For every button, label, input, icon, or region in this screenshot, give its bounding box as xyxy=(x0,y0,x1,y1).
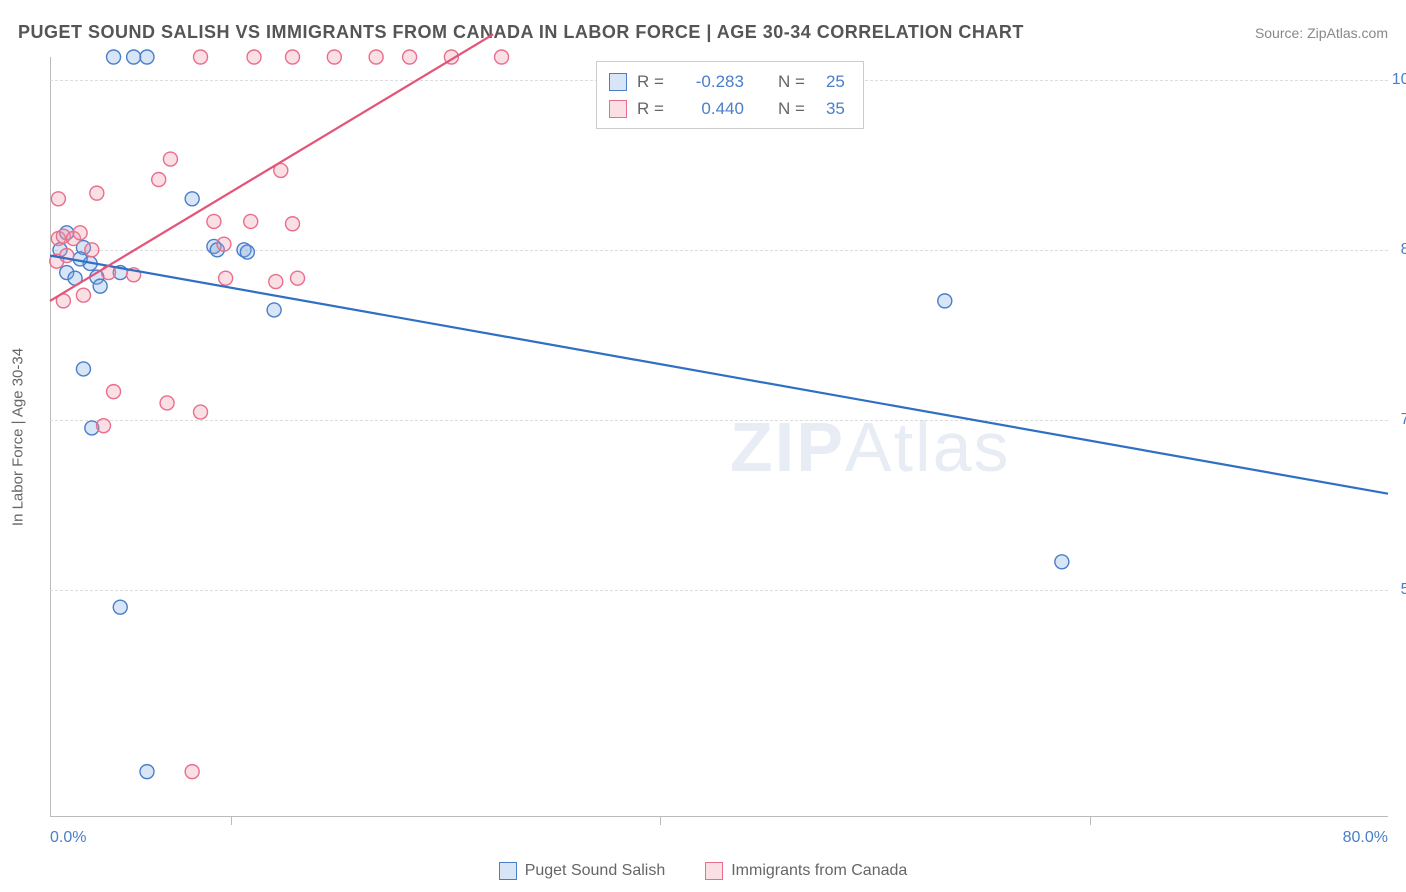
n-label: N = xyxy=(778,95,805,122)
scatter-point-salish xyxy=(93,279,107,293)
r-value: -0.283 xyxy=(674,68,744,95)
scatter-point-salish xyxy=(107,50,121,64)
scatter-point-canada xyxy=(152,173,166,187)
correlation-legend-row: R = -0.283 N = 25 xyxy=(609,68,845,95)
scatter-point-canada xyxy=(495,50,509,64)
x-tick-label: 80.0% xyxy=(1343,829,1388,847)
scatter-point-salish xyxy=(185,192,199,206)
scatter-point-canada xyxy=(244,214,258,228)
scatter-point-canada xyxy=(286,217,300,231)
n-label: N = xyxy=(778,68,805,95)
scatter-point-salish xyxy=(127,50,141,64)
y-tick-label: 100.0% xyxy=(1392,71,1406,89)
scatter-point-canada xyxy=(85,243,99,257)
legend-label: Immigrants from Canada xyxy=(731,862,907,880)
scatter-point-canada xyxy=(207,214,221,228)
scatter-point-salish xyxy=(113,600,127,614)
y-tick-label: 55.0% xyxy=(1401,581,1406,599)
scatter-point-canada xyxy=(51,192,65,206)
chart-svg xyxy=(50,57,1388,817)
r-label: R = xyxy=(637,68,664,95)
trend-line-canada xyxy=(50,34,493,301)
scatter-point-salish xyxy=(140,765,154,779)
scatter-point-canada xyxy=(194,50,208,64)
plot-area: R =-0.283N =25R =0.440N =35 ZIPAtlas 55.… xyxy=(50,57,1388,817)
scatter-point-salish xyxy=(240,245,254,259)
x-tick-mark xyxy=(660,817,661,825)
scatter-point-salish xyxy=(938,294,952,308)
scatter-point-canada xyxy=(97,419,111,433)
legend-swatch-salish xyxy=(499,862,517,880)
x-tick-label: 0.0% xyxy=(50,829,86,847)
scatter-point-canada xyxy=(247,50,261,64)
scatter-point-canada xyxy=(185,765,199,779)
r-label: R = xyxy=(637,95,664,122)
scatter-point-canada xyxy=(291,271,305,285)
y-tick-label: 85.0% xyxy=(1401,241,1406,259)
scatter-point-canada xyxy=(194,405,208,419)
legend-swatch-canada xyxy=(705,862,723,880)
y-axis-title: In Labor Force | Age 30-34 xyxy=(10,348,27,526)
scatter-point-canada xyxy=(219,271,233,285)
scatter-point-salish xyxy=(76,362,90,376)
x-tick-mark xyxy=(1090,817,1091,825)
scatter-point-canada xyxy=(403,50,417,64)
scatter-point-canada xyxy=(269,275,283,289)
scatter-point-canada xyxy=(76,288,90,302)
legend-swatch-salish xyxy=(609,73,627,91)
scatter-point-canada xyxy=(286,50,300,64)
legend-label: Puget Sound Salish xyxy=(525,862,666,880)
source-label: Source: ZipAtlas.com xyxy=(1255,25,1388,41)
scatter-point-salish xyxy=(267,303,281,317)
scatter-point-canada xyxy=(217,237,231,251)
scatter-point-canada xyxy=(327,50,341,64)
x-tick-mark xyxy=(231,817,232,825)
scatter-point-canada xyxy=(90,186,104,200)
n-value: 25 xyxy=(815,68,845,95)
trend-line-salish xyxy=(50,256,1388,494)
scatter-point-canada xyxy=(73,226,87,240)
legend-item-salish: Puget Sound Salish xyxy=(499,862,666,880)
y-tick-label: 70.0% xyxy=(1401,411,1406,429)
bottom-legend: Puget Sound Salish Immigrants from Canada xyxy=(0,862,1406,880)
legend-item-canada: Immigrants from Canada xyxy=(705,862,907,880)
n-value: 35 xyxy=(815,95,845,122)
correlation-legend-row: R = 0.440 N = 35 xyxy=(609,95,845,122)
scatter-point-salish xyxy=(140,50,154,64)
chart-title: PUGET SOUND SALISH VS IMMIGRANTS FROM CA… xyxy=(18,22,1024,43)
scatter-point-canada xyxy=(163,152,177,166)
scatter-point-canada xyxy=(160,396,174,410)
r-value: 0.440 xyxy=(674,95,744,122)
scatter-point-canada xyxy=(107,385,121,399)
legend-swatch-canada xyxy=(609,100,627,118)
scatter-point-salish xyxy=(1055,555,1069,569)
correlation-legend-box: R = -0.283 N = 25 R = 0.440 N = 35 xyxy=(596,61,864,129)
scatter-point-canada xyxy=(369,50,383,64)
